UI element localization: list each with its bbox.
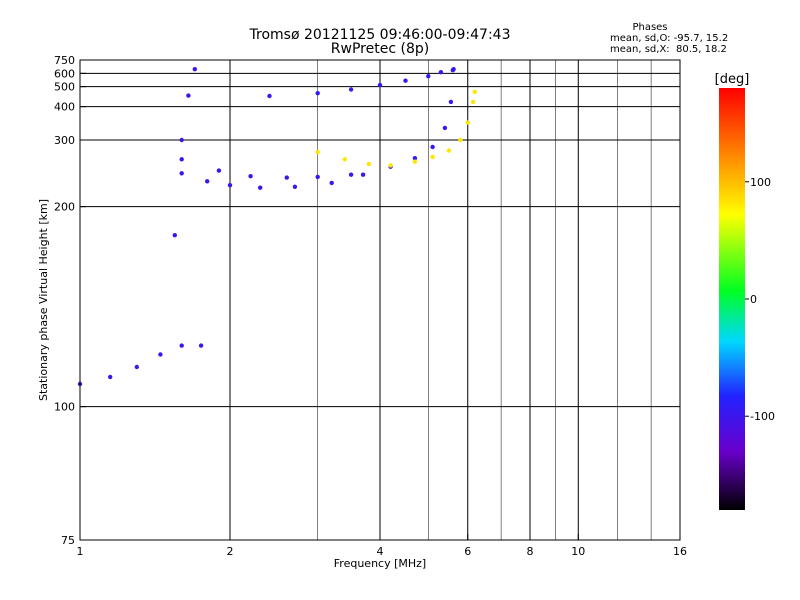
x-tick-label: 16 bbox=[673, 545, 687, 558]
data-point bbox=[458, 137, 463, 143]
data-point bbox=[198, 343, 204, 348]
chart-title: Tromsø 20121125 09:46:00-09:47:43 bbox=[249, 27, 511, 43]
data-points bbox=[77, 67, 477, 387]
x-axis-ticks: 1 2 4 6 8 10 16 bbox=[77, 534, 687, 558]
data-point bbox=[227, 183, 233, 188]
x-tick-label: 4 bbox=[377, 545, 384, 558]
data-point bbox=[430, 144, 435, 150]
data-point bbox=[186, 93, 191, 98]
y-tick-label: 500 bbox=[54, 81, 75, 94]
data-point bbox=[134, 364, 139, 370]
y-tick-label: 750 bbox=[54, 54, 75, 67]
chart-subtitle: RwPretec (8p) bbox=[330, 41, 430, 57]
colorbar-ticks: 100 0 -100 bbox=[745, 176, 775, 423]
data-point bbox=[426, 74, 431, 79]
y-tick-label: 75 bbox=[61, 534, 75, 547]
colorbar-tick-label: 0 bbox=[750, 293, 757, 306]
data-point bbox=[179, 137, 184, 143]
data-point bbox=[329, 180, 334, 186]
data-point bbox=[315, 149, 320, 155]
y-tick-label: 300 bbox=[54, 134, 75, 147]
y-tick-label: 600 bbox=[54, 67, 75, 80]
colorbar-label: [deg] bbox=[715, 72, 750, 87]
data-point bbox=[205, 179, 210, 184]
data-point bbox=[360, 172, 366, 177]
colorbar-tick-label: 100 bbox=[750, 176, 771, 189]
data-point bbox=[442, 125, 448, 131]
data-point bbox=[342, 157, 347, 162]
data-point bbox=[172, 233, 177, 238]
data-point bbox=[248, 174, 253, 179]
data-point bbox=[465, 120, 470, 125]
colorbar-tick-label: -100 bbox=[750, 410, 775, 423]
data-point bbox=[158, 352, 163, 357]
data-point bbox=[179, 171, 184, 176]
data-point bbox=[284, 175, 289, 180]
y-tick-label: 200 bbox=[54, 201, 75, 214]
data-point bbox=[315, 174, 320, 180]
data-point bbox=[348, 172, 354, 177]
data-point bbox=[438, 70, 444, 75]
data-point bbox=[446, 148, 452, 153]
data-point bbox=[472, 89, 477, 95]
data-point bbox=[366, 161, 372, 167]
data-point bbox=[403, 78, 408, 83]
phase-stats-x: mean, sd,X: 80.5, 18.2 bbox=[610, 44, 727, 55]
data-point bbox=[108, 374, 113, 380]
x-tick-label: 1 bbox=[77, 545, 84, 558]
data-point bbox=[292, 184, 298, 189]
data-point bbox=[377, 82, 383, 88]
x-tick-label: 8 bbox=[527, 545, 534, 558]
data-point bbox=[179, 157, 184, 162]
y-tick-label: 400 bbox=[54, 101, 75, 114]
x-tick-label: 2 bbox=[227, 545, 234, 558]
data-point bbox=[412, 156, 418, 161]
x-axis-label: Frequency [MHz] bbox=[334, 557, 426, 570]
data-point bbox=[258, 185, 263, 190]
data-point bbox=[348, 87, 354, 92]
y-axis-label: Stationary phase Virtual Height [km] bbox=[37, 199, 50, 401]
data-point bbox=[267, 93, 272, 99]
data-point bbox=[179, 343, 184, 348]
y-tick-label: 100 bbox=[54, 401, 75, 414]
x-tick-label: 10 bbox=[571, 545, 585, 558]
data-point bbox=[412, 159, 418, 164]
x-tick-label: 6 bbox=[464, 545, 471, 558]
phases-heading: Phases bbox=[632, 22, 668, 33]
data-point bbox=[315, 91, 320, 96]
phase-stats-o: mean, sd,O: -95.7, 15.2 bbox=[610, 33, 729, 44]
colorbar bbox=[719, 88, 745, 510]
data-point bbox=[216, 168, 222, 173]
data-point bbox=[448, 99, 454, 105]
data-point bbox=[450, 68, 455, 73]
data-point bbox=[388, 163, 393, 168]
data-point bbox=[192, 67, 197, 72]
data-point bbox=[470, 99, 476, 105]
major-gridlines bbox=[80, 60, 680, 540]
data-point bbox=[430, 154, 435, 160]
